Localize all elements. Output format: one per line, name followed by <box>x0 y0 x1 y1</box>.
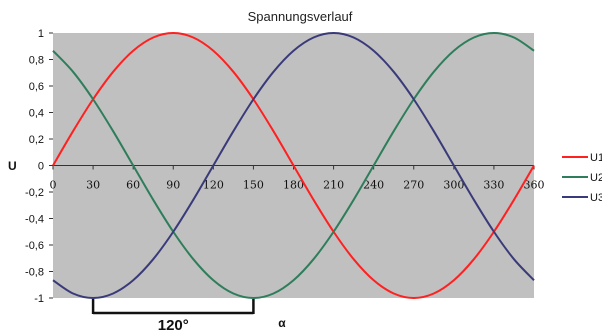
series-line-u3 <box>52 31 535 300</box>
series-line-u1 <box>52 31 535 300</box>
annotation-label: 120° <box>158 317 189 331</box>
legend: U1 U2 U3 <box>562 152 602 204</box>
x-tick-label: 30 <box>86 179 100 192</box>
y-tick-label: 1 <box>38 28 44 40</box>
phase-shift-annotation: 120° <box>91 299 255 331</box>
y-axis-label: U <box>8 159 17 173</box>
x-axis-label: α <box>278 316 286 330</box>
x-tick-label: 210 <box>323 179 344 192</box>
y-tick-label: 0,8 <box>29 55 44 67</box>
legend-label-u2: U2 <box>590 172 602 184</box>
x-tick-label: 330 <box>483 179 504 192</box>
x-tick-label: 90 <box>166 179 180 192</box>
x-tick-label: 0 <box>50 179 57 192</box>
y-tick-label: 0 <box>38 161 44 173</box>
x-tick-label: 300 <box>443 179 464 192</box>
series-line-u2 <box>52 31 535 300</box>
legend-label-u1: U1 <box>590 152 602 164</box>
x-tick-label: 150 <box>243 179 264 192</box>
y-tick-label: 0,6 <box>29 81 44 93</box>
y-tick-label: -0,8 <box>25 267 44 279</box>
x-tick-label: 360 <box>524 179 545 192</box>
x-tick-label: 60 <box>126 179 140 192</box>
y-tick-label: -0,6 <box>25 240 44 252</box>
series-lines <box>52 31 535 300</box>
x-tick-label: 240 <box>363 179 384 192</box>
legend-label-u3: U3 <box>590 192 602 204</box>
y-tick-label: -0,4 <box>25 214 44 226</box>
y-tick-label: -0,2 <box>25 187 44 199</box>
x-tick-label: 270 <box>403 179 424 192</box>
y-tick-label: 0,4 <box>29 108 44 120</box>
y-tick-label: 0,2 <box>29 134 44 146</box>
y-axis-ticks: 1 0,8 0,6 0,4 0,2 0 -0,2 -0,4 -0,6 -0,8 -1 <box>25 28 53 305</box>
y-tick-label: -1 <box>34 293 44 305</box>
x-tick-label: 180 <box>283 179 304 192</box>
chart-title: Spannungsverlauf <box>248 9 353 24</box>
x-tick-label: 120 <box>203 179 224 192</box>
